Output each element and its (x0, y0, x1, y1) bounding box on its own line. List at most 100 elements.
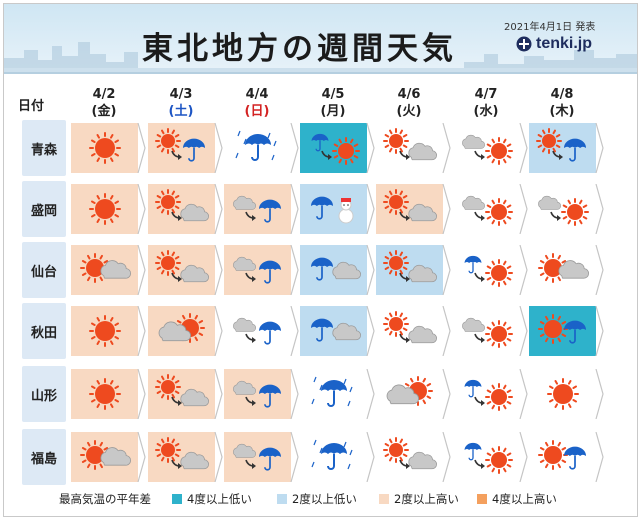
day-weekday: (土) (168, 104, 194, 119)
forecast-cell (453, 432, 528, 482)
sun-icon (88, 193, 121, 225)
forecast-cell (529, 306, 604, 356)
day-weekday: (火) (396, 104, 422, 119)
forecast-cell (376, 369, 451, 419)
sun-rain-icon (537, 314, 586, 344)
forecast-panel: 東北地方の週間天気 2021年4月1日 発表 tenki.jp 日付 4/2 (金… (3, 3, 638, 517)
forecast-cell (300, 432, 375, 482)
forecast-cell (300, 184, 375, 234)
rain-then-snow-icon (310, 196, 353, 224)
cloud-then-rain-icon (232, 256, 281, 284)
rain-icon (310, 376, 353, 407)
chevron-right-icon (442, 432, 451, 482)
legend-item: 2度以上高い (379, 491, 459, 507)
sun-icon (88, 132, 121, 164)
chevron-right-icon (595, 123, 604, 173)
chevron-right-icon (214, 123, 223, 173)
sun-cloud-icon (79, 440, 131, 470)
legend-item: 4度以上高い (477, 491, 557, 507)
rain-then-sun-icon (464, 379, 513, 411)
cloud-then-sun-icon (461, 317, 513, 348)
sun-then-cloud-icon (154, 437, 209, 470)
chevron-right-icon (214, 432, 223, 482)
day-date: 4/5 (321, 87, 345, 102)
forecast-cell (148, 245, 223, 295)
forecast-cell (376, 123, 451, 173)
day-header: 4/5 (月) (303, 86, 363, 120)
forecast-cell (224, 184, 299, 234)
chevron-right-icon (595, 306, 604, 356)
forecast-cell (453, 184, 528, 234)
forecast-cell (71, 245, 146, 295)
cloud-then-sun-icon (537, 195, 589, 226)
chevron-right-icon (214, 184, 223, 234)
forecast-cell (529, 123, 604, 173)
rain-then-sun-icon (311, 133, 360, 165)
legend-label: 4度以上高い (492, 492, 557, 506)
rain-cloud-icon (310, 257, 361, 281)
day-weekday: (月) (320, 104, 346, 119)
forecast-cell (376, 245, 451, 295)
chevron-right-icon (214, 369, 223, 419)
chevron-right-icon (442, 306, 451, 356)
day-header: 4/7 (水) (456, 86, 516, 120)
cloud-then-rain-icon (232, 317, 281, 345)
sun-cloud-icon (537, 253, 589, 283)
chevron-right-icon (595, 245, 604, 295)
chevron-right-icon (366, 369, 375, 419)
forecast-cell (376, 306, 451, 356)
chevron-right-icon (519, 306, 528, 356)
day-date: 4/4 (245, 87, 269, 102)
chevron-right-icon (214, 306, 223, 356)
forecast-cell (148, 306, 223, 356)
date-column-label: 日付 (18, 99, 45, 114)
sun-then-cloud-icon (382, 128, 437, 161)
header-divider (4, 72, 637, 74)
rain-then-sun-icon (464, 255, 513, 287)
day-date: 4/8 (550, 87, 574, 102)
sun-then-rain-icon (154, 128, 205, 162)
sun-icon (88, 378, 121, 410)
forecast-cell (224, 306, 299, 356)
logo-text: tenki.jp (536, 35, 593, 52)
chevron-right-icon (137, 369, 146, 419)
forecast-cell (71, 123, 146, 173)
cloud-sun-icon (386, 376, 433, 406)
chevron-right-icon (290, 432, 299, 482)
forecast-cell (376, 432, 451, 482)
cloud-sun-icon (158, 313, 205, 343)
forecast-cell (148, 123, 223, 173)
day-header: 4/3 (土) (151, 86, 211, 120)
chevron-right-icon (519, 245, 528, 295)
header: 東北地方の週間天気 2021年4月1日 発表 tenki.jp (4, 4, 637, 72)
sun-icon (88, 315, 121, 347)
legend-title: 最高気温の平年差 (59, 492, 151, 506)
chevron-right-icon (442, 245, 451, 295)
sun-then-cloud-icon (154, 189, 209, 222)
chevron-right-icon (519, 184, 528, 234)
rain-then-sun-icon (464, 442, 513, 474)
cloud-then-sun-icon (461, 195, 513, 226)
forecast-cell (224, 245, 299, 295)
city-label: 秋田 (22, 303, 66, 359)
forecast-cell (453, 306, 528, 356)
legend-swatch (172, 494, 182, 504)
chevron-right-icon (519, 123, 528, 173)
city-label: 盛岡 (22, 181, 66, 237)
chevron-right-icon (366, 432, 375, 482)
city-label: 青森 (22, 120, 66, 176)
legend-swatch (277, 494, 287, 504)
chevron-right-icon (137, 432, 146, 482)
tenki-logo[interactable]: tenki.jp (516, 35, 592, 53)
legend-item: 2度以上低い (277, 491, 357, 507)
sun-then-cloud-icon (154, 250, 209, 283)
day-date: 4/7 (474, 87, 498, 102)
sun-rain-icon (537, 440, 586, 470)
day-date: 4/6 (397, 87, 421, 102)
forecast-cell (376, 184, 451, 234)
day-header: 4/6 (火) (379, 86, 439, 120)
cloud-then-sun-icon (461, 134, 513, 165)
city-label: 仙台 (22, 242, 66, 298)
legend-label: 4度以上低い (187, 492, 252, 506)
cloud-then-rain-icon (232, 380, 281, 408)
